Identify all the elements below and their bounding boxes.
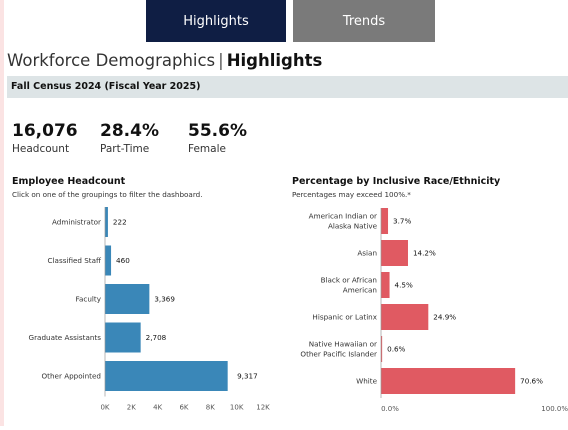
x-tick-label: 0K <box>100 404 109 412</box>
x-tick-label: 2K <box>127 404 136 412</box>
value-label: 0.6% <box>387 345 405 354</box>
category-label[interactable]: Other Pacific Islander <box>300 350 377 359</box>
bar-race-1[interactable] <box>381 240 408 266</box>
kpi-part-time-value: 28.4% <box>100 121 159 141</box>
tab-highlights[interactable]: Highlights <box>146 0 286 42</box>
category-label[interactable]: Hispanic or Latinx <box>312 313 377 322</box>
kpi-headcount-value: 16,076 <box>12 121 78 141</box>
value-label: 70.6% <box>520 377 543 386</box>
bar-graduate-assistants[interactable] <box>105 322 141 353</box>
headcount-bar-chart: Administrator 222 Classified Staff 460 Facul… <box>29 207 270 412</box>
value-label: 222 <box>113 218 127 227</box>
category-label[interactable]: Faculty <box>76 295 102 304</box>
bar-race-0[interactable] <box>381 208 389 234</box>
bar-classified-staff[interactable] <box>105 245 112 276</box>
kpi-female-value: 55.6% <box>188 121 247 141</box>
x-tick-label: 4K <box>153 404 162 412</box>
kpi-female-label: Female <box>188 143 226 155</box>
category-label[interactable]: Native Hawaiian or <box>309 340 377 349</box>
bar-race-3[interactable] <box>381 304 429 330</box>
value-label: 3.7% <box>393 217 411 226</box>
page-title-emphasis: Highlights <box>226 51 323 70</box>
x-tick-label: 8K <box>206 404 215 412</box>
race-chart-subtitle: Percentages may exceed 100%.* <box>292 190 411 199</box>
kpi-headcount-label: Headcount <box>12 143 70 155</box>
page-title-prefix: Workforce Demographics <box>7 51 216 70</box>
category-label[interactable]: American Indian or <box>309 212 377 221</box>
category-label[interactable]: Black or African <box>321 276 377 285</box>
x-tick-label: 10K <box>230 404 244 412</box>
bar-race-4[interactable] <box>381 336 383 362</box>
bar-administrator[interactable] <box>105 207 108 237</box>
value-label: 24.9% <box>433 313 456 322</box>
headcount-chart-subtitle: Click on one of the groupings to filter … <box>12 190 203 199</box>
headcount-chart-title: Employee Headcount <box>12 176 126 187</box>
value-label: 14.2% <box>413 249 436 258</box>
tab-trends[interactable]: Trends <box>293 0 435 42</box>
bar-other-appointed[interactable] <box>105 361 228 391</box>
category-label[interactable]: Alaska Native <box>328 222 378 231</box>
value-label: 4.5% <box>395 281 413 290</box>
value-label: 460 <box>116 256 130 265</box>
category-label[interactable]: White <box>356 377 377 386</box>
value-label: 3,369 <box>154 295 175 304</box>
value-label: 2,708 <box>146 333 167 342</box>
kpi-female: 55.6% Female <box>188 121 247 155</box>
x-tick-label: 0.0% <box>381 405 399 413</box>
category-label[interactable]: Asian <box>357 249 377 258</box>
page-title-separator: | <box>218 51 224 70</box>
census-banner-text: Fall Census 2024 (Fiscal Year 2025) <box>11 81 201 92</box>
kpi-headcount: 16,076 Headcount <box>12 121 78 155</box>
category-label[interactable]: Graduate Assistants <box>29 333 102 342</box>
tab-bar: Highlights Trends <box>0 0 568 42</box>
x-tick-label: 6K <box>179 404 188 412</box>
left-accent-bar <box>0 0 4 426</box>
race-chart-title: Percentage by Inclusive Race/Ethnicity <box>292 176 501 187</box>
bar-race-5[interactable] <box>381 368 516 394</box>
x-tick-label: 100.0% <box>541 405 568 413</box>
category-label[interactable]: Other Appointed <box>42 372 102 381</box>
category-label[interactable]: Administrator <box>52 218 101 227</box>
census-banner: Fall Census 2024 (Fiscal Year 2025) <box>7 76 568 98</box>
bar-faculty[interactable] <box>105 284 150 314</box>
bar-race-2[interactable] <box>381 272 390 298</box>
kpi-part-time-label: Part-Time <box>100 143 150 155</box>
value-label: 9,317 <box>237 372 258 381</box>
x-tick-label: 12K <box>256 404 270 412</box>
category-label[interactable]: American <box>343 286 377 295</box>
category-label[interactable]: Classified Staff <box>48 256 102 265</box>
kpi-part-time: 28.4% Part-Time <box>100 121 159 155</box>
page-title: Workforce Demographics | Highlights <box>7 51 322 70</box>
